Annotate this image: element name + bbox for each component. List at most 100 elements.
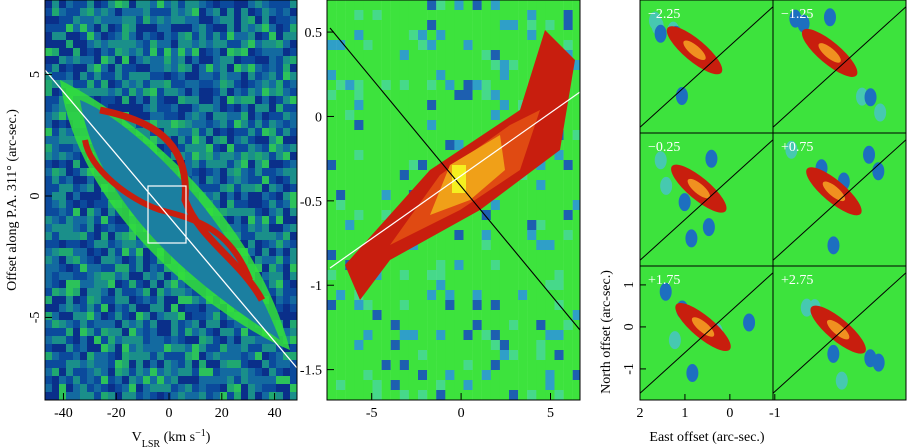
pixel: [255, 72, 263, 81]
pixel: [527, 0, 537, 11]
pixel: [363, 210, 373, 221]
blue-blob: [835, 371, 848, 390]
pixel: [490, 110, 501, 121]
pixel: [436, 230, 446, 241]
pixel: [192, 72, 200, 81]
pixel: [115, 224, 123, 233]
pixel: [345, 50, 355, 61]
pixel: [336, 210, 346, 221]
pixel: [185, 376, 193, 385]
pixel: [527, 350, 537, 361]
pixel: [101, 248, 109, 257]
pixel: [269, 192, 277, 201]
pixel: [108, 72, 116, 81]
pixel: [527, 380, 537, 391]
pixel: [164, 0, 172, 9]
pixel: [563, 170, 573, 181]
pixel: [408, 360, 419, 371]
pixel: [572, 330, 580, 341]
pixel: [255, 64, 263, 73]
pixel: [129, 288, 137, 297]
pixel: [372, 150, 382, 161]
pixel: [518, 190, 528, 201]
pixel: [408, 80, 419, 91]
pixel: [199, 136, 207, 145]
pixel: [178, 296, 186, 305]
pixel: [554, 270, 564, 281]
pixel: [372, 330, 382, 341]
pixel: [509, 0, 519, 11]
pixel: [399, 300, 410, 311]
pixel: [390, 290, 400, 301]
pixel: [327, 320, 337, 331]
pixel: [354, 120, 364, 131]
pixel: [52, 280, 60, 289]
pixel: [509, 230, 519, 241]
pixel: [101, 328, 109, 337]
pixel: [399, 40, 410, 51]
pixel: [122, 232, 130, 241]
pixel: [185, 112, 193, 121]
pixel: [563, 340, 573, 351]
pixel: [199, 8, 207, 17]
pixel: [563, 390, 573, 400]
pixel: [66, 64, 74, 73]
pixel: [87, 208, 95, 217]
pixel: [115, 24, 123, 33]
pixel: [122, 256, 130, 265]
pixel: [283, 88, 291, 97]
pixel: [490, 0, 501, 11]
pixel: [192, 296, 200, 305]
pixel: [509, 220, 519, 231]
pixel: [164, 32, 172, 41]
pixel: [192, 128, 200, 137]
pixel: [87, 256, 95, 265]
pixel: [336, 330, 346, 341]
pixel: [481, 350, 491, 361]
pixel: [248, 176, 256, 185]
orange-core: [822, 181, 846, 202]
pixel: [45, 256, 53, 265]
pixel: [454, 350, 464, 361]
pixel: [390, 90, 400, 101]
pixel: [143, 336, 151, 345]
pixel: [122, 64, 130, 73]
pixel: [143, 360, 151, 369]
pixel: [185, 344, 193, 353]
pixel: [164, 304, 172, 313]
pixel: [255, 152, 263, 161]
pixel: [463, 40, 473, 51]
pixel: [45, 72, 53, 81]
pixel: [390, 40, 400, 51]
pixel: [283, 192, 291, 201]
pixel: [87, 224, 95, 233]
pixel: [255, 128, 263, 137]
pixel: [73, 280, 81, 289]
pixel: [518, 370, 528, 381]
pixel: [518, 390, 528, 400]
pixel: [327, 200, 337, 211]
pixel: [408, 250, 419, 261]
pixel: [206, 328, 214, 337]
pixel: [52, 240, 60, 249]
pixel: [108, 368, 116, 377]
pixel: [408, 340, 419, 351]
pixel: [563, 0, 573, 11]
pixel: [327, 220, 337, 231]
pixel: [454, 110, 464, 121]
pixel: [527, 50, 537, 61]
pixel: [390, 180, 400, 191]
pixel: [66, 144, 74, 153]
pixel: [290, 304, 297, 313]
pixel: [554, 390, 564, 400]
pixel: [283, 240, 291, 249]
pixel: [206, 312, 214, 321]
pixel: [178, 392, 186, 400]
pixel: [276, 0, 284, 9]
pixel: [255, 344, 263, 353]
pixel: [66, 256, 74, 265]
pixel: [445, 20, 455, 31]
pixel: [276, 56, 284, 65]
pixel: [80, 264, 88, 273]
pixel: [499, 50, 510, 61]
